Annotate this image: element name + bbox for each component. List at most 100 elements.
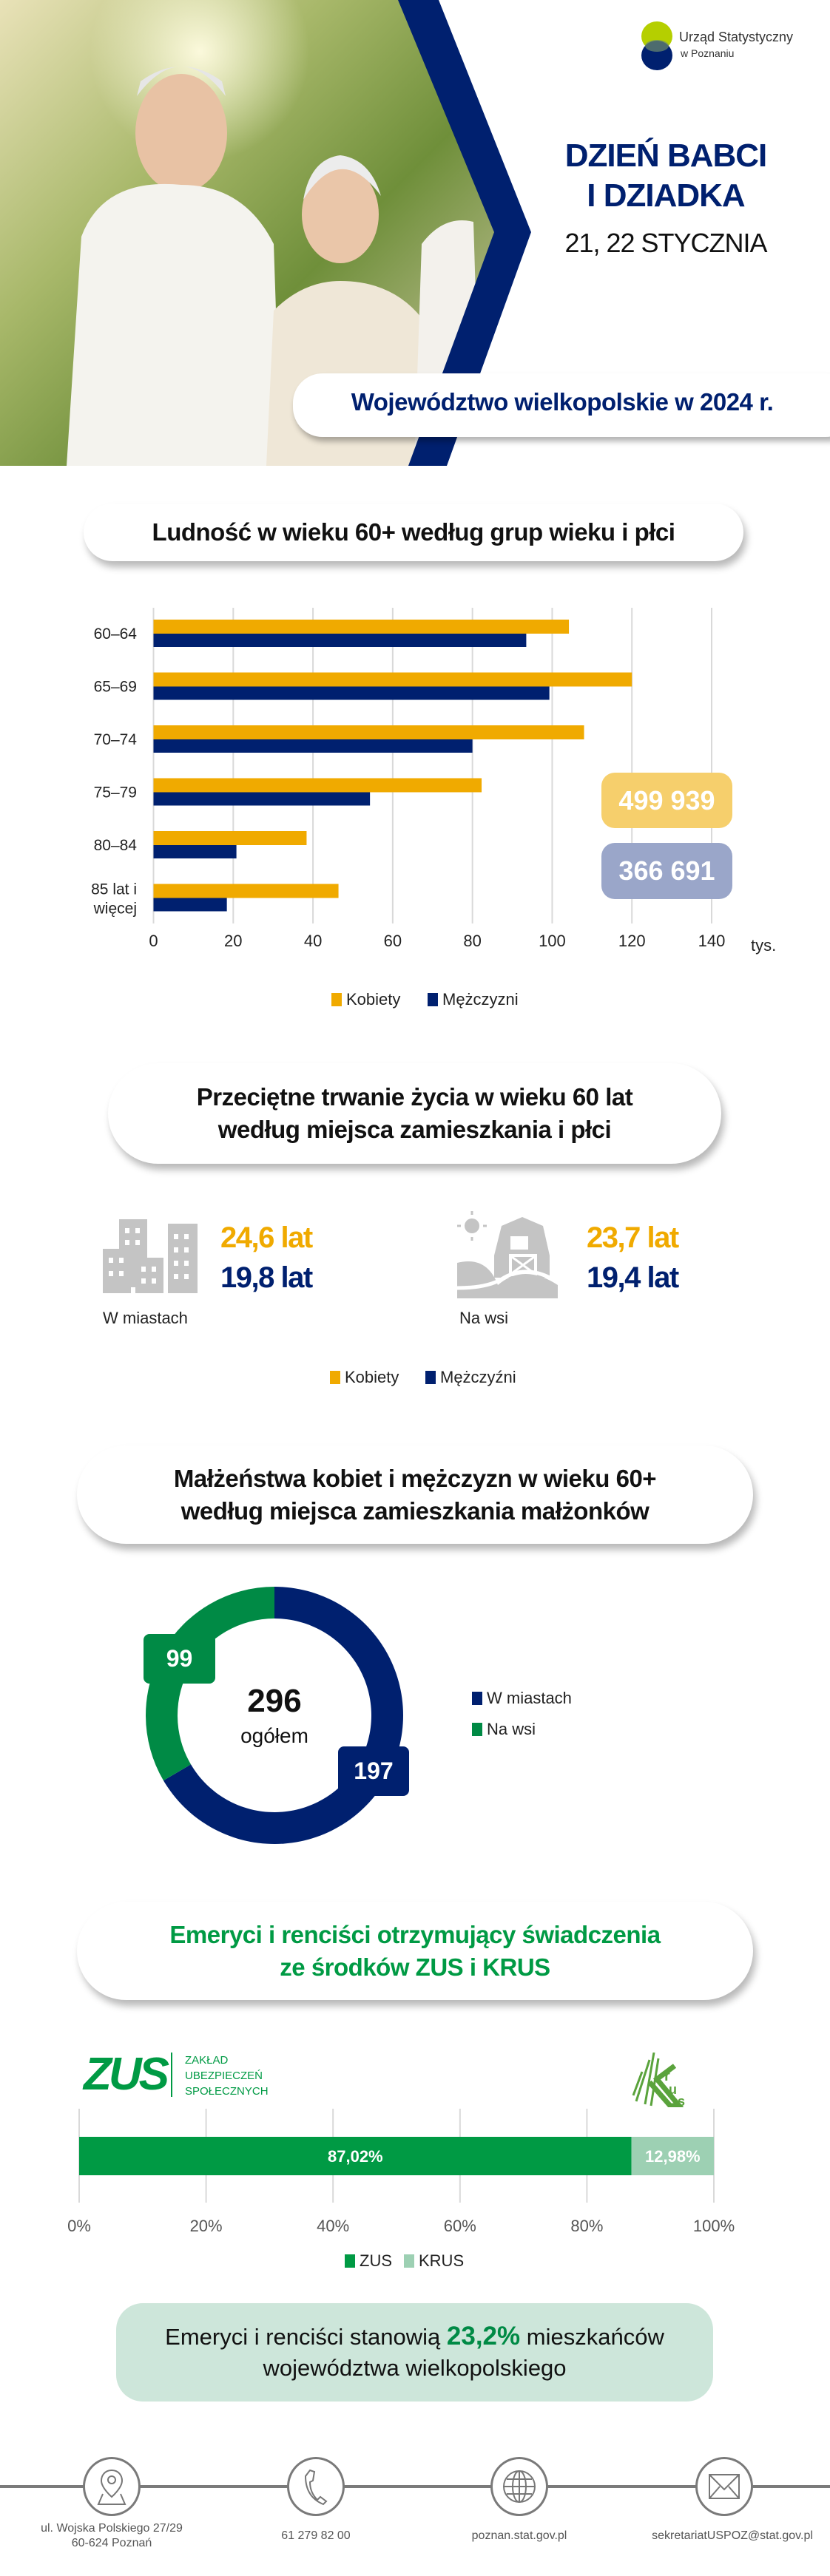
life-title-line1: Przeciętne trwanie życia w wieku 60 lat	[196, 1083, 633, 1111]
x-tick-label: 80%	[570, 2217, 603, 2235]
summary-highlight: 23,2%	[446, 2322, 521, 2350]
bar-women-65–69	[153, 672, 632, 687]
life-legend-women: Kobiety	[330, 1368, 399, 1387]
bar-women-70–74	[153, 725, 584, 739]
address-line1: ul. Wojska Polskiego 27/29	[41, 2522, 183, 2535]
footer-line	[0, 2485, 830, 2488]
pensions-legend-zus: ZUS	[345, 2251, 392, 2271]
x-tick-label: 40	[304, 932, 322, 950]
logo-line2: w Poznaniu	[681, 47, 735, 59]
summary-text-after: mieszkańców	[526, 2324, 664, 2350]
category-label: 85 lat i więcej	[91, 881, 137, 918]
legend-label: W miastach	[487, 1689, 572, 1707]
category-label: 80–84	[94, 837, 138, 854]
bar-segment-ZUS	[79, 2137, 632, 2175]
legend-swatch	[472, 1723, 482, 1736]
legend-label: Kobiety	[345, 1368, 399, 1386]
footer-phone[interactable]: 61 279 82 00	[281, 2529, 351, 2542]
legend-swatch	[331, 993, 342, 1006]
legend-swatch	[472, 1692, 482, 1705]
footer-email[interactable]: sekretariatUSPOZ@stat.gov.pl	[652, 2529, 813, 2542]
krus-logo-icon: r u s	[632, 2053, 685, 2107]
bar-women-80–84	[153, 831, 307, 845]
total-women-badge: 499 939	[601, 773, 732, 828]
globe-icon	[490, 2457, 548, 2516]
x-tick-label: 60	[384, 932, 402, 950]
region-text: Województwo wielkopolskie w 2024 r.	[351, 388, 774, 416]
bar-segment-KRUS	[631, 2137, 714, 2175]
legend-label: Mężczyzni	[442, 990, 519, 1009]
x-tick-label: 140	[698, 932, 726, 950]
pensions-title: Emeryci i renciści otrzymujący świadczen…	[77, 1902, 753, 2000]
donut-total: 296	[247, 1683, 302, 1719]
region-banner	[293, 373, 830, 437]
city-men-value: 19,8 lat	[220, 1261, 313, 1294]
zus-logo-text-line: ZAKŁAD	[185, 2054, 229, 2067]
zus-logo-text-line: SPOŁECZNYCH	[185, 2085, 269, 2098]
footer-address: ul. Wojska Polskiego 27/29 60-624 Poznań	[16, 2521, 208, 2551]
marriages-title-line1: Małżeństwa kobiet i mężczyzn w wieku 60+	[173, 1464, 657, 1492]
svg-text:s: s	[678, 2094, 685, 2107]
bar-data-label: 87,02%	[328, 2147, 383, 2166]
summary-line2: województwa wielkopolskiego	[263, 2355, 567, 2381]
city-label: W miastach	[103, 1309, 188, 1327]
bar-men-75–79	[153, 792, 371, 806]
rural-men-value: 19,4 lat	[587, 1261, 679, 1294]
population-axis-unit: tys.	[751, 936, 777, 955]
rural-value-badge: 99	[144, 1634, 215, 1684]
rural-label: Na wsi	[459, 1309, 509, 1327]
marriages-title-line2: według miejsca zamieszkania małżonków	[180, 1497, 650, 1525]
legend-label: KRUS	[419, 2251, 465, 2270]
bar-women-85 lat i więcej	[153, 884, 339, 898]
pensions-title-line1: Emeryci i renciści otrzymujący świadczen…	[169, 1920, 661, 1948]
summary-line1: Emeryci i renciści stanowią 23,2% mieszk…	[165, 2321, 664, 2353]
population-legend-men: Mężczyzni	[428, 990, 519, 1009]
legend-label: Mężczyźni	[440, 1368, 516, 1386]
phone-icon	[287, 2457, 345, 2516]
bar-men-65–69	[153, 686, 550, 700]
life-expectancy-title: Przeciętne trwanie życia w wieku 60 lat …	[108, 1063, 721, 1164]
zus-logo: ZUS	[84, 2049, 169, 2100]
legend-label: ZUS	[360, 2251, 392, 2270]
life-legend-men: Mężczyźni	[425, 1368, 516, 1387]
svg-text:r: r	[664, 2068, 670, 2084]
bar-women-75–79	[153, 778, 482, 793]
city-value-badge: 197	[338, 1746, 409, 1796]
event-date: 21, 22 STYCZNIA	[564, 228, 767, 258]
legend-swatch	[428, 993, 438, 1006]
life-title-line2: według miejsca zamieszkania i płci	[217, 1116, 612, 1143]
footer-website[interactable]: poznan.stat.gov.pl	[471, 2529, 567, 2542]
address-line2: 60-624 Poznań	[71, 2537, 152, 2549]
bar-men-70–74	[153, 739, 473, 753]
bar-men-60–64	[153, 634, 527, 647]
envelope-icon	[695, 2457, 753, 2516]
x-tick-label: 80	[463, 932, 481, 950]
x-tick-label: 60%	[444, 2217, 476, 2235]
rural-women-value: 23,7 lat	[587, 1221, 679, 1254]
legend-swatch	[425, 1371, 436, 1384]
legend-swatch	[330, 1371, 340, 1384]
zus-logo-text: ZAKŁAD UBEZPIECZEŃ SPOŁECZNYCH	[185, 2053, 269, 2099]
population-title-text: Ludność w wieku 60+ według grup wieku i …	[152, 518, 675, 546]
category-label: 60–64	[94, 626, 138, 643]
category-label: 70–74	[94, 731, 138, 748]
summary-box: Emeryci i renciści stanowią 23,2% mieszk…	[116, 2303, 713, 2402]
legend-swatch	[345, 2254, 355, 2268]
marriages-legend-city: W miastach	[472, 1689, 572, 1708]
population-legend-women: Kobiety	[331, 990, 400, 1009]
x-tick-label: 120	[618, 932, 646, 950]
us-poznan-logo-icon	[641, 21, 672, 70]
population-bar-chart: 0 20 40 60 80 100 120 140 60–64 65–69 70–74 75–79 80…	[91, 608, 726, 950]
donut-total-label: ogółem	[240, 1724, 308, 1747]
svg-text:u: u	[669, 2082, 677, 2097]
bar-men-85 lat i więcej	[153, 898, 227, 912]
x-tick-label: 20%	[190, 2217, 223, 2235]
x-tick-label: 0	[149, 932, 158, 950]
farm-barn-icon	[457, 1211, 558, 1298]
bar-men-80–84	[153, 845, 237, 858]
city-women-value: 24,6 lat	[220, 1221, 313, 1254]
category-label: 65–69	[94, 679, 137, 696]
pensions-legend-krus: KRUS	[404, 2251, 464, 2271]
population-title: Ludność w wieku 60+ według grup wieku i …	[84, 504, 743, 561]
location-pin-icon	[83, 2457, 141, 2516]
